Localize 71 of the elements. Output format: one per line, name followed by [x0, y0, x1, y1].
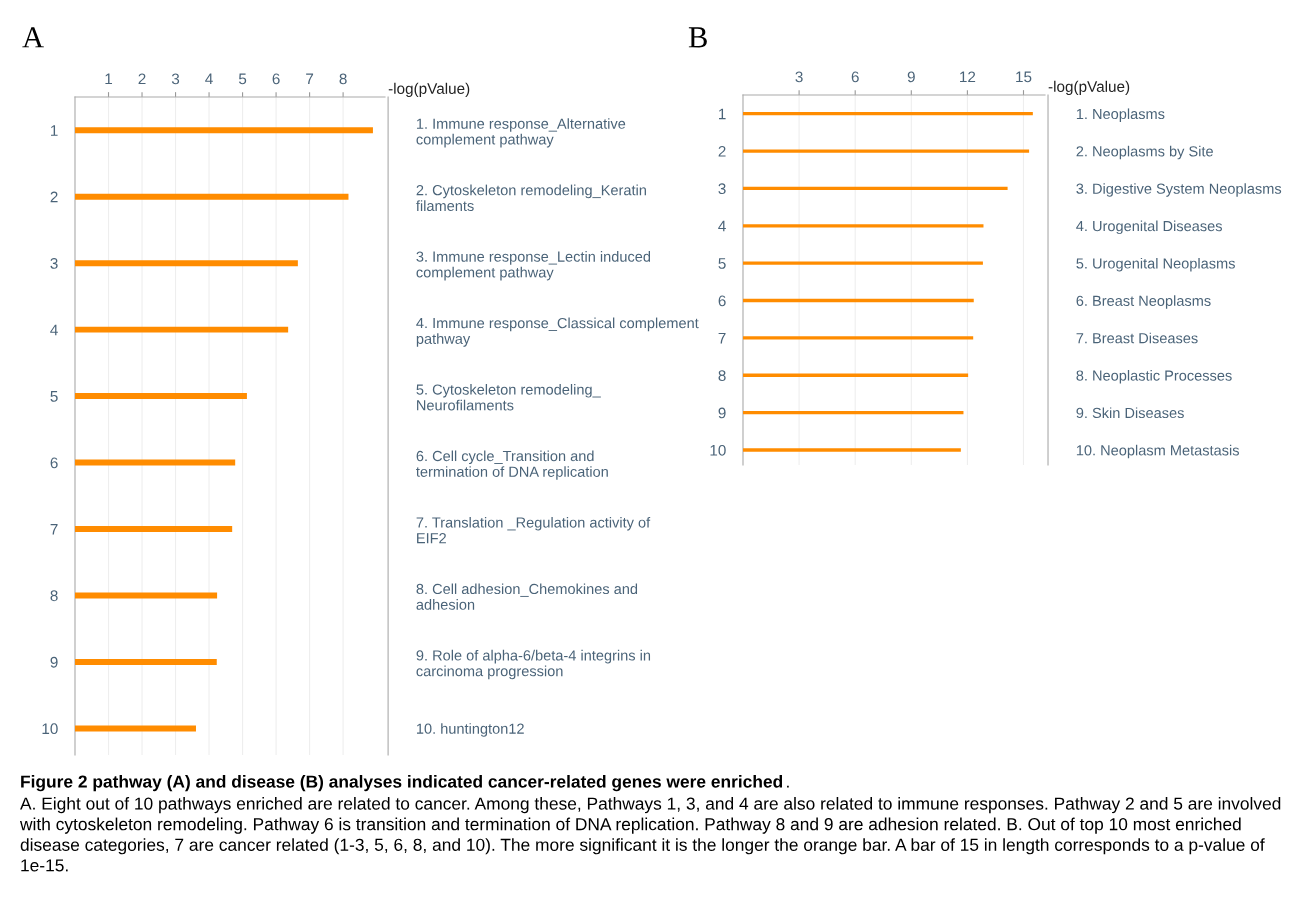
y-tick-label: 2	[718, 145, 726, 157]
bar	[75, 526, 233, 533]
bar	[75, 260, 298, 267]
y2-tick-label: 5. Cytoskeleton remodeling_ Neurofilaments	[416, 384, 601, 411]
y-tick-label: 4	[50, 324, 58, 336]
y-tick-label: 9	[50, 656, 58, 668]
x-tick-label: 12	[960, 71, 976, 83]
y2-tick-label: 6. Cell cycle_Transition and termination of DNA replication	[416, 450, 608, 480]
y2-tick-label: 3. Digestive System Neoplasms	[1076, 183, 1282, 197]
y-tick-label: 7	[50, 524, 58, 535]
y-tick-label: 10	[42, 723, 58, 735]
y-tick-label: 8	[50, 590, 58, 602]
y-tick-label: 8	[718, 370, 726, 381]
y-tick-label: 4	[718, 220, 726, 232]
y2-tick-label: 2. Cytoskeleton remodeling_Keratin filaments	[416, 184, 646, 212]
y2-tick-label: 9. Skin Diseases	[1076, 407, 1184, 419]
y-tick-label: 1	[719, 108, 726, 120]
y2-tick-label: 9. Role of alpha-6/beta-4 integrins in carcinoma progression	[416, 649, 651, 680]
y2-tick-label: 4. Urogenital Diseases	[1076, 220, 1222, 235]
bar	[75, 127, 373, 134]
chart-title: B	[688, 27, 707, 48]
y2-tick-label: 2. Neoplasms by Site	[1076, 145, 1213, 160]
y2-tick-label: 6. Breast Neoplasms	[1076, 295, 1211, 309]
y-tick-label: 3	[50, 258, 58, 269]
x-tick-label: 9	[907, 71, 915, 83]
x-tick-label: 5	[238, 73, 247, 85]
bar	[743, 336, 974, 340]
x-axis-title: -log(pValue)	[388, 82, 470, 97]
y2-tick-label: 1. Immune response_Alternative complement pathway	[416, 118, 626, 148]
x-axis-title: -log(pValue)	[1048, 80, 1130, 95]
x-tick-label: 4	[205, 73, 213, 85]
y2-tick-label: 4. Immune response_Classical complement pathway	[416, 317, 699, 347]
y2-tick-label: 7. Breast Diseases	[1076, 332, 1198, 344]
chart-title: A	[22, 27, 44, 48]
bar	[75, 193, 349, 200]
bar	[75, 393, 247, 400]
bar	[75, 326, 289, 333]
y-tick-label: 1	[51, 125, 58, 136]
y-tick-label: 3	[718, 183, 726, 195]
bar	[75, 658, 217, 665]
y2-tick-label: 8. Neoplastic Processes	[1076, 370, 1232, 384]
x-tick-label: 15	[1016, 71, 1032, 83]
x-tick-label: 7	[306, 73, 314, 85]
y-tick-label: 9	[718, 407, 726, 419]
y2-tick-label: 10. Neoplasm Metastasis	[1076, 444, 1239, 459]
x-tick-label: 8	[339, 73, 347, 85]
y-tick-label: 6	[718, 295, 726, 307]
x-tick-label: 2	[138, 73, 146, 85]
y-tick-label: 10	[710, 444, 726, 456]
x-tick-label: 3	[795, 71, 803, 83]
bar	[75, 459, 236, 466]
bar	[743, 149, 1030, 153]
x-tick-label: 3	[171, 73, 180, 85]
x-tick-label: 1	[105, 73, 113, 85]
y-tick-label: 6	[50, 457, 58, 469]
y2-tick-label: 3. Immune response_Lectin induced complement pathway	[416, 251, 651, 281]
y-tick-label: 7	[718, 332, 726, 344]
y2-tick-label: 7. Translation _Regulation activity of EIF2	[416, 516, 651, 544]
y-tick-label: 5	[718, 258, 726, 269]
x-tick-label: 6	[272, 73, 280, 85]
y2-tick-label: 5. Urogenital Neoplasms	[1076, 257, 1235, 272]
y-tick-label: 2	[50, 191, 58, 203]
bar	[75, 725, 196, 732]
y-tick-label: 5	[50, 391, 58, 402]
y2-tick-label: 1. Neoplasms	[1076, 108, 1165, 122]
y2-tick-label: 8. Cell adhesion_Chemokines and adhesion	[416, 583, 638, 610]
bar	[75, 592, 218, 599]
x-tick-label: 6	[851, 71, 859, 83]
y2-tick-label: 10. huntington12	[416, 723, 524, 737]
caption: Figure 2 pathway (A) and disease (B) analyses indicated cancer-related genes were enriched	[21, 775, 783, 792]
bar	[743, 448, 961, 452]
